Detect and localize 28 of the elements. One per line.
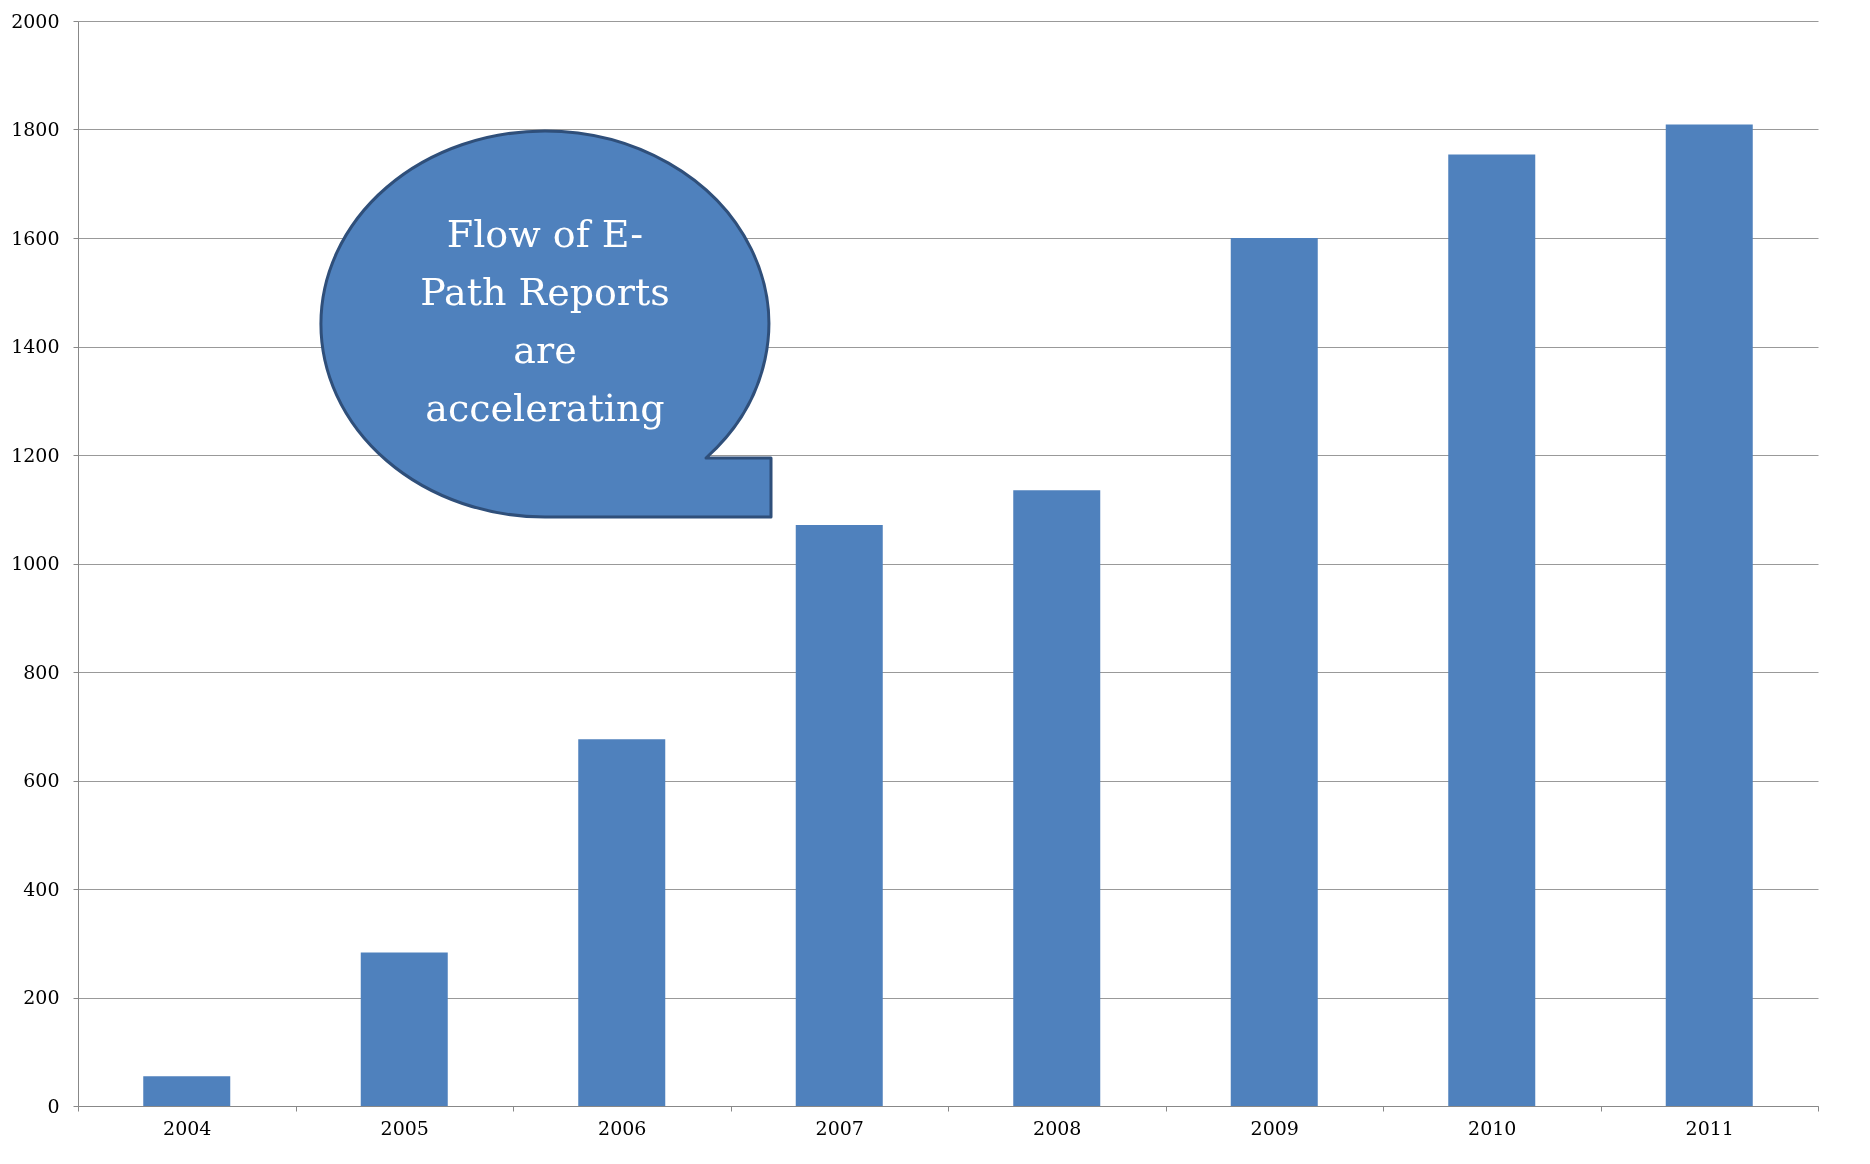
bar — [795, 524, 883, 1106]
x-tick-label: 2009 — [1250, 1116, 1299, 1139]
y-tick-label: 1600 — [11, 226, 60, 249]
y-tick-label: 1800 — [11, 118, 60, 140]
y-tick-label: 1200 — [11, 443, 60, 466]
bar — [1448, 154, 1536, 1106]
y-tick-label: 2000 — [11, 9, 60, 32]
y-tick-label: 1000 — [11, 552, 60, 574]
bar — [1013, 490, 1101, 1106]
x-tick-label: 2010 — [1468, 1116, 1517, 1139]
bar — [578, 739, 666, 1106]
y-tick-label: 600 — [23, 769, 60, 791]
bar — [143, 1076, 231, 1106]
bar — [1665, 124, 1753, 1106]
y-tick-label: 1400 — [11, 335, 60, 357]
x-tick-label: 2006 — [598, 1116, 647, 1139]
bar — [1230, 238, 1318, 1106]
y-tick-label: 800 — [23, 660, 60, 683]
x-tick-label: 2008 — [1033, 1116, 1082, 1139]
x-tick-label: 2005 — [380, 1116, 429, 1139]
y-tick-label: 0 — [47, 1094, 60, 1117]
y-tick-label: 400 — [23, 877, 60, 900]
annotation: Flow of E-Path Reports are accelerating — [419, 211, 671, 432]
x-tick-label: 2011 — [1685, 1116, 1734, 1139]
x-tick-label: 2004 — [163, 1116, 212, 1139]
y-tick-label: 200 — [23, 986, 60, 1008]
bar — [360, 952, 448, 1106]
x-tick-label: 2007 — [815, 1116, 864, 1139]
